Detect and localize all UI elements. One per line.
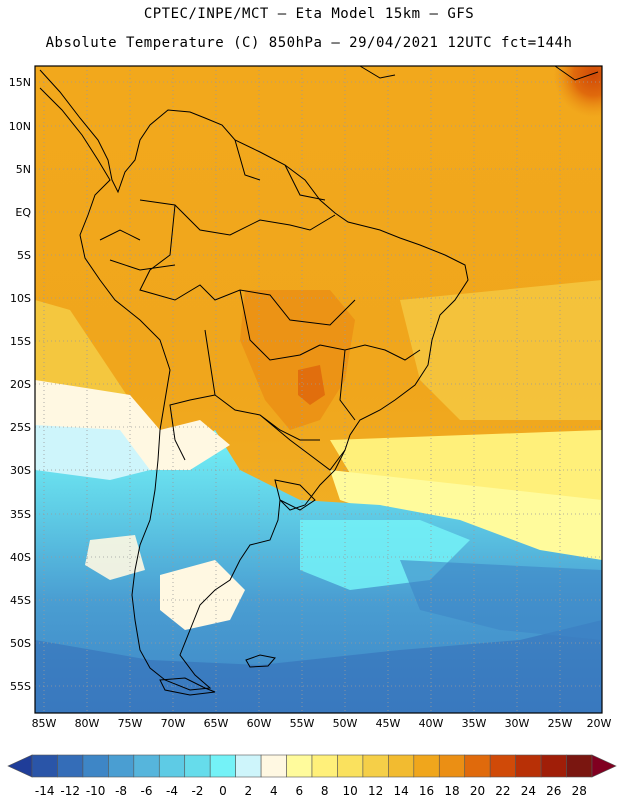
colorbar-tick-label: 8 bbox=[321, 784, 329, 798]
colorbar-swatch bbox=[286, 754, 313, 778]
colorbar-swatch bbox=[184, 754, 211, 778]
lat-label: 35S bbox=[10, 508, 31, 521]
rio-de-la-plata bbox=[274, 479, 316, 511]
map-frame bbox=[34, 65, 603, 714]
lon-label: 55W bbox=[290, 717, 315, 730]
colorbar-labels: -14 -12 -10 -8 -6 -4 -2 0 2 4 6 8 10 12 14 16 18 20 22 24 26… bbox=[35, 784, 587, 798]
lon-label: 65W bbox=[204, 717, 229, 730]
colorbar-swatch bbox=[260, 754, 287, 778]
colorbar-tick-label: 4 bbox=[270, 784, 278, 798]
colorbar-tick-label: -12 bbox=[60, 784, 80, 798]
lat-label: 30S bbox=[10, 464, 31, 477]
colorbar-swatch bbox=[57, 754, 84, 778]
lon-label: 75W bbox=[118, 717, 143, 730]
coastlines-and-borders bbox=[39, 65, 599, 696]
lon-label: 60W bbox=[247, 717, 272, 730]
caribbean-coast bbox=[359, 65, 599, 81]
colorbar-swatch bbox=[337, 754, 364, 778]
colorbar-swatch bbox=[515, 754, 542, 778]
colorbar-tick-label: 0 bbox=[219, 784, 227, 798]
colorbar-swatch bbox=[489, 754, 516, 778]
lat-label: 5S bbox=[17, 249, 31, 262]
colorbar-tick-label: -8 bbox=[115, 784, 127, 798]
colorbar-swatch bbox=[235, 754, 262, 778]
colorbar-tick-label: 22 bbox=[495, 784, 510, 798]
lat-label: 15S bbox=[10, 335, 31, 348]
lon-label: 25W bbox=[548, 717, 573, 730]
temperature-field bbox=[35, 66, 602, 713]
lon-label: 70W bbox=[161, 717, 186, 730]
colorbar-swatch bbox=[540, 754, 567, 778]
colorbar-max-arrow bbox=[591, 754, 617, 778]
colorbar-min-arrow bbox=[7, 754, 33, 778]
lat-label: 10S bbox=[10, 292, 31, 305]
temperature-colorbar bbox=[7, 754, 617, 778]
lat-label: 55S bbox=[10, 680, 31, 693]
lon-label: 30W bbox=[505, 717, 530, 730]
lat-label: 25S bbox=[10, 421, 31, 434]
colorbar-swatch bbox=[108, 754, 135, 778]
colorbar-swatch bbox=[388, 754, 415, 778]
colorbar-swatch bbox=[133, 754, 160, 778]
lon-label: 85W bbox=[32, 717, 57, 730]
colorbar-tick-label: 20 bbox=[470, 784, 485, 798]
tierra-del-fuego bbox=[159, 677, 216, 696]
lon-label: 80W bbox=[75, 717, 100, 730]
colorbar-tick-label: 26 bbox=[546, 784, 561, 798]
lat-label: 40S bbox=[10, 551, 31, 564]
lat-label: EQ bbox=[15, 206, 31, 219]
colorbar-tick-label: 18 bbox=[444, 784, 459, 798]
lon-label: 50W bbox=[333, 717, 358, 730]
south-america-coastline bbox=[39, 69, 469, 691]
colorbar-swatch bbox=[464, 754, 491, 778]
colorbar-tick-label: 6 bbox=[295, 784, 303, 798]
colorbar-swatch bbox=[31, 754, 58, 778]
lon-label: 35W bbox=[462, 717, 487, 730]
colorbar-tick-label: -4 bbox=[166, 784, 178, 798]
lat-label: 10N bbox=[9, 120, 31, 133]
lon-label: 20W bbox=[587, 717, 612, 730]
lat-label: 15N bbox=[9, 76, 31, 89]
lon-label: 40W bbox=[419, 717, 444, 730]
colorbar-swatch bbox=[209, 754, 236, 778]
colorbar-tick-label: -14 bbox=[35, 784, 55, 798]
lat-label: 50S bbox=[10, 637, 31, 650]
colorbar-swatch bbox=[566, 754, 593, 778]
colorbar-tick-label: -10 bbox=[86, 784, 106, 798]
colorbar-tick-label: 28 bbox=[572, 784, 587, 798]
colorbar-tick-label: 14 bbox=[393, 784, 408, 798]
colorbar-swatch bbox=[311, 754, 338, 778]
lat-label: 5N bbox=[16, 163, 31, 176]
map-title-line2: Absolute Temperature (C) 850hPa — 29/04/… bbox=[45, 35, 573, 51]
latitude-axis: 15N 10N 5N EQ 5S 10S 15S 20S 25S 30S 35S… bbox=[9, 76, 32, 693]
colorbar-swatch bbox=[438, 754, 466, 778]
colorbar-tick-label: -2 bbox=[191, 784, 203, 798]
falkland-islands bbox=[245, 654, 276, 668]
colorbar-tick-label: -6 bbox=[141, 784, 153, 798]
lon-label: 45W bbox=[376, 717, 401, 730]
country-borders bbox=[99, 139, 421, 471]
colorbar-swatch bbox=[158, 754, 186, 778]
longitude-axis: 85W 80W 75W 70W 65W 60W 55W 50W 45W 40W … bbox=[32, 717, 612, 730]
lat-label: 20S bbox=[10, 378, 31, 391]
colorbar-swatch bbox=[413, 754, 440, 778]
colorbar-swatch bbox=[82, 754, 109, 778]
lat-label: 45S bbox=[10, 594, 31, 607]
colorbar-tick-label: 16 bbox=[419, 784, 434, 798]
colorbar-tick-label: 24 bbox=[521, 784, 536, 798]
colorbar-swatch bbox=[362, 754, 389, 778]
map-title-line1: CPTEC/INPE/MCT — Eta Model 15km — GFS bbox=[143, 6, 475, 22]
colorbar-tick-label: 10 bbox=[343, 784, 358, 798]
colorbar-tick-label: 12 bbox=[368, 784, 383, 798]
colorbar-tick-label: 2 bbox=[245, 784, 253, 798]
